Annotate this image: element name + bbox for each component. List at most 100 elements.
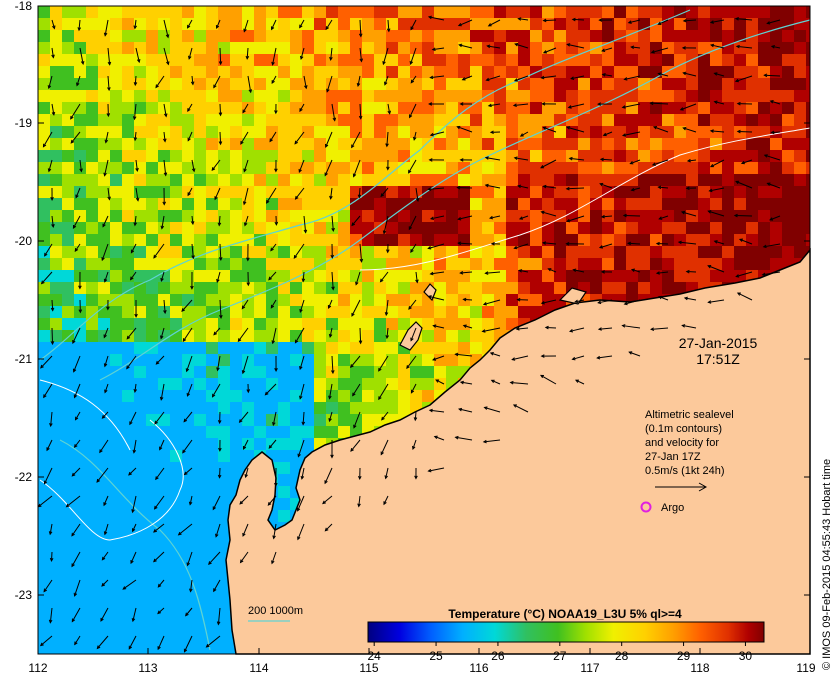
sst-cell <box>182 606 194 618</box>
sst-cell <box>458 270 470 282</box>
sst-cell <box>590 138 602 150</box>
velocity-arrow-icon <box>186 383 193 397</box>
velocity-arrow-icon <box>298 159 305 173</box>
sst-cell <box>470 222 482 234</box>
sst-cell <box>134 330 146 342</box>
sst-cell <box>578 90 590 102</box>
sst-cell <box>122 522 134 534</box>
velocity-arrow-icon <box>324 159 333 177</box>
sst-cell <box>446 318 458 330</box>
velocity-arrow-icon <box>154 411 165 425</box>
sst-cell <box>386 138 398 150</box>
velocity-arrow-icon <box>435 379 445 385</box>
sst-cell <box>314 366 326 378</box>
lat-label: -18 <box>15 0 33 13</box>
sst-cell <box>434 54 446 66</box>
sst-cell <box>386 222 398 234</box>
sst-cell <box>206 6 218 18</box>
colorbar-tick-label: 28 <box>615 649 629 663</box>
sst-cell <box>446 354 458 366</box>
sst-cell <box>290 390 302 402</box>
sst-cell <box>146 66 158 78</box>
sst-cell <box>494 270 506 282</box>
sst-cell <box>134 642 146 654</box>
sst-cell <box>602 174 614 186</box>
sst-cell <box>554 78 566 90</box>
sst-cell <box>710 270 722 282</box>
sst-cell <box>38 366 50 378</box>
sst-cell <box>122 246 134 258</box>
sst-cell <box>158 342 170 354</box>
sst-cell <box>134 210 146 222</box>
sst-cell <box>278 342 290 354</box>
velocity-arrow-icon <box>413 411 418 422</box>
sst-cell <box>266 30 278 42</box>
sst-cell <box>266 258 278 270</box>
sst-cell <box>578 78 590 90</box>
velocity-arrow-icon <box>458 43 473 49</box>
sst-cell <box>350 90 362 102</box>
sst-cell <box>158 450 170 462</box>
sst-cell <box>278 78 290 90</box>
sst-cell <box>626 150 638 162</box>
sst-cell <box>146 294 158 306</box>
sst-cell <box>770 66 782 78</box>
sst-cell <box>782 234 794 246</box>
sst-cell <box>170 498 182 510</box>
sst-cell <box>38 282 50 294</box>
velocity-arrow-icon <box>657 72 669 77</box>
velocity-arrow-icon <box>597 327 613 331</box>
sst-cell <box>206 222 218 234</box>
sst-cell <box>134 162 146 174</box>
sst-cell <box>794 30 806 42</box>
sst-cell <box>722 246 734 258</box>
sst-cell <box>794 126 806 138</box>
sst-cell <box>254 378 266 390</box>
velocity-arrow-icon <box>596 355 613 360</box>
velocity-arrow-icon <box>246 383 251 394</box>
sst-cell <box>398 18 410 30</box>
velocity-arrow-icon <box>274 215 279 226</box>
sst-cell <box>314 114 326 126</box>
sst-cell <box>422 198 434 210</box>
sst-cell <box>134 522 146 534</box>
velocity-arrow-icon <box>191 159 196 173</box>
sst-cell <box>350 378 362 390</box>
sst-cell <box>722 42 734 54</box>
sst-cell <box>638 18 650 30</box>
sst-cell <box>386 342 398 354</box>
sst-cell <box>770 246 782 258</box>
sst-cell <box>206 462 218 474</box>
velocity-arrow-icon <box>456 125 473 133</box>
sst-cell <box>686 78 698 90</box>
sst-cell <box>794 90 806 102</box>
sst-cell <box>110 6 122 18</box>
sst-cell <box>194 114 206 126</box>
velocity-arrow-icon <box>299 383 305 400</box>
sst-cell <box>782 78 794 90</box>
velocity-arrow-icon <box>630 45 641 50</box>
sst-cell <box>74 486 86 498</box>
velocity-arrow-icon <box>427 187 445 191</box>
sst-cell <box>602 114 614 126</box>
sst-cell <box>98 486 110 498</box>
sst-cell <box>134 102 146 114</box>
sst-cell <box>518 66 530 78</box>
sst-cell <box>362 306 374 318</box>
sst-cell <box>590 90 602 102</box>
sst-cell <box>758 90 770 102</box>
sst-cell <box>698 90 710 102</box>
velocity-arrow-icon <box>73 439 81 449</box>
sst-cell <box>110 30 122 42</box>
sst-cell <box>254 282 266 294</box>
velocity-arrow-icon <box>378 383 389 401</box>
sst-cell <box>122 6 134 18</box>
sst-cell <box>74 450 86 462</box>
colorbar-gradient <box>367 621 765 643</box>
sst-cell <box>194 54 206 66</box>
sst-cell <box>326 174 338 186</box>
sst-cell <box>218 354 230 366</box>
velocity-arrow-icon <box>70 103 81 120</box>
lat-label: -23 <box>15 588 33 602</box>
sst-cell <box>122 606 134 618</box>
